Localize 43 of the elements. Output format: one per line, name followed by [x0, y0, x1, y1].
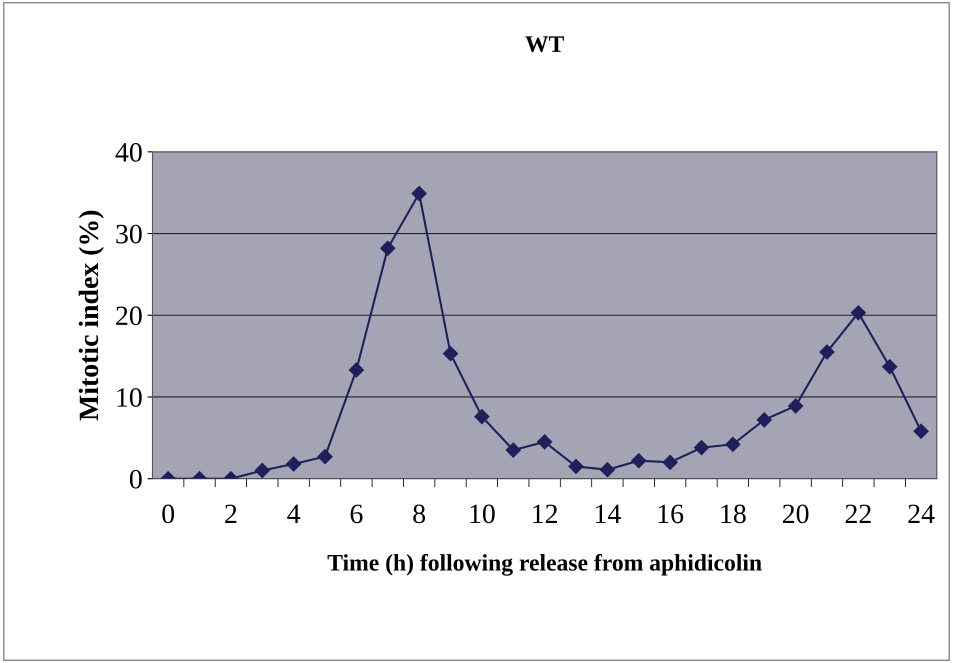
x-tick-label: 16	[658, 504, 684, 524]
x-tick-label: 10	[470, 504, 495, 524]
x-axis-title: Time (h) following release from aphidicolin	[328, 554, 762, 576]
x-tick-label: 14	[596, 504, 621, 523]
point	[537, 434, 552, 450]
y-tick-label: 20	[116, 306, 142, 326]
point	[725, 436, 740, 452]
x-tick-label: 6	[350, 504, 363, 524]
point	[442, 346, 458, 362]
x-tick-label: 4	[287, 504, 300, 523]
chart-title: WT	[525, 36, 564, 52]
point	[317, 449, 333, 464]
point	[412, 186, 427, 202]
point	[756, 412, 772, 428]
x-tick-label: 24	[908, 504, 935, 523]
point	[254, 462, 270, 478]
point	[380, 240, 396, 256]
point	[788, 398, 804, 414]
x-tick-label: 0	[162, 504, 174, 524]
x-tick-label: 2	[225, 504, 236, 523]
y-axis-title: Mitotic index (%)	[78, 210, 104, 420]
y-tick-label: 10	[117, 388, 142, 407]
x-tick-label: 22	[846, 504, 871, 523]
point	[600, 462, 615, 478]
point	[662, 454, 678, 470]
y-tick-label: 30	[116, 224, 142, 244]
point	[694, 440, 710, 456]
point	[568, 458, 584, 474]
point	[474, 409, 490, 424]
x-tick-label: 8	[413, 504, 426, 524]
x-tick-label: 12	[533, 504, 557, 523]
x-tick-label: 18	[721, 504, 746, 524]
point	[850, 305, 866, 320]
y-tick-label: 0	[130, 470, 142, 489]
point	[914, 424, 929, 439]
point	[286, 456, 302, 472]
point	[631, 453, 646, 468]
point	[348, 362, 364, 378]
point	[882, 359, 898, 374]
y-tick-label: 40	[116, 142, 142, 162]
point	[506, 442, 521, 458]
x-tick-label: 20	[782, 504, 808, 524]
point	[819, 344, 835, 360]
